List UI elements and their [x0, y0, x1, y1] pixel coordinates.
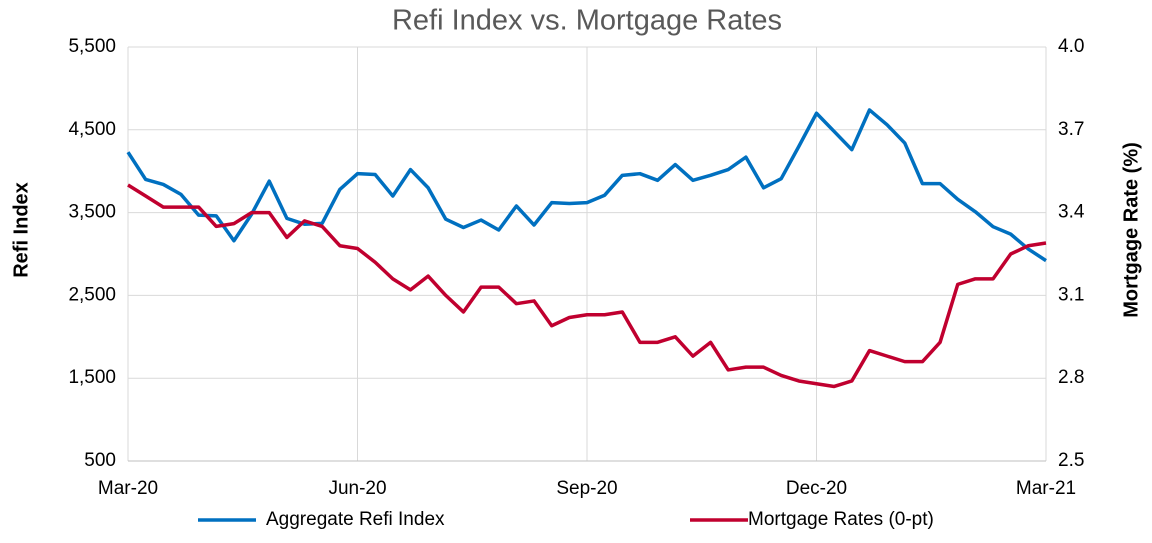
- x-tick-label: Dec-20: [786, 478, 847, 499]
- legend-label: Aggregate Refi Index: [266, 509, 445, 530]
- y2-tick-label: 3.7: [1058, 119, 1084, 140]
- y2-tick-label: 3.1: [1058, 284, 1084, 305]
- y-tick-label: 500: [84, 450, 116, 471]
- y-axis-label: Refi Index: [10, 182, 32, 278]
- y2-tick-label: 4.0: [1058, 36, 1084, 57]
- legend-label: Mortgage Rates (0-pt): [748, 509, 934, 530]
- y2-axis-label: Mortgage Rate (%): [1120, 142, 1142, 318]
- x-tick-label: Mar-21: [1016, 478, 1076, 499]
- y2-tick-label: 2.5: [1058, 450, 1084, 471]
- line-series: [127, 183, 1047, 389]
- x-tick-label: Mar-20: [98, 478, 158, 499]
- chart-title: Refi Index vs. Mortgage Rates: [392, 5, 782, 37]
- y-tick-label: 3,500: [68, 202, 116, 223]
- y-tick-label: 2,500: [68, 284, 116, 305]
- y-tick-label: 1,500: [68, 367, 116, 388]
- y2-tick-label: 2.8: [1058, 367, 1084, 388]
- line-series: [126, 108, 1047, 263]
- x-tick-label: Jun-20: [328, 478, 386, 499]
- y-tick-label: 5,500: [68, 36, 116, 57]
- x-tick-label: Sep-20: [556, 478, 617, 499]
- y-tick-label: 4,500: [68, 119, 116, 140]
- y2-tick-label: 3.4: [1058, 202, 1085, 223]
